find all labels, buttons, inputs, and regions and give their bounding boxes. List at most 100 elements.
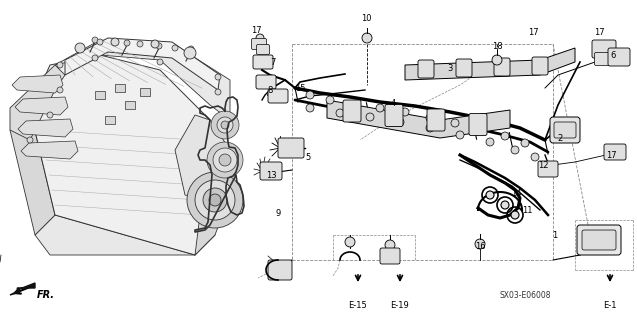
Circle shape: [213, 148, 237, 172]
Circle shape: [124, 40, 130, 46]
Text: 1: 1: [552, 230, 557, 239]
Circle shape: [531, 153, 539, 161]
Circle shape: [256, 34, 264, 42]
Circle shape: [501, 201, 509, 209]
FancyBboxPatch shape: [268, 260, 292, 280]
Circle shape: [57, 62, 63, 68]
FancyBboxPatch shape: [260, 162, 282, 180]
Text: 9: 9: [275, 209, 281, 218]
Text: 13: 13: [266, 171, 276, 180]
Text: E-1: E-1: [603, 301, 617, 310]
Circle shape: [137, 41, 143, 47]
Circle shape: [511, 146, 519, 154]
Text: 6: 6: [610, 51, 616, 60]
FancyBboxPatch shape: [456, 59, 472, 77]
Polygon shape: [10, 283, 35, 295]
Circle shape: [362, 33, 372, 43]
Circle shape: [336, 109, 344, 117]
FancyBboxPatch shape: [427, 109, 445, 131]
FancyBboxPatch shape: [494, 58, 510, 76]
Circle shape: [492, 55, 502, 65]
FancyBboxPatch shape: [538, 161, 558, 177]
Circle shape: [351, 101, 359, 109]
Bar: [115, 84, 125, 92]
Polygon shape: [12, 75, 63, 93]
Polygon shape: [10, 65, 65, 140]
FancyBboxPatch shape: [604, 144, 626, 160]
FancyBboxPatch shape: [594, 52, 613, 66]
Text: 4: 4: [390, 99, 396, 108]
Circle shape: [57, 87, 63, 93]
Circle shape: [27, 137, 33, 143]
Text: 11: 11: [522, 205, 533, 214]
Circle shape: [195, 180, 235, 220]
FancyBboxPatch shape: [278, 138, 304, 158]
Polygon shape: [15, 97, 68, 115]
FancyBboxPatch shape: [582, 230, 616, 250]
Text: 10: 10: [361, 13, 371, 22]
Polygon shape: [405, 48, 575, 80]
Circle shape: [157, 59, 163, 65]
Circle shape: [92, 37, 98, 43]
FancyBboxPatch shape: [532, 57, 548, 75]
FancyBboxPatch shape: [380, 248, 400, 264]
Text: 17: 17: [594, 28, 605, 36]
Circle shape: [187, 172, 243, 228]
Circle shape: [366, 113, 374, 121]
Circle shape: [217, 117, 233, 133]
Circle shape: [326, 96, 334, 104]
Circle shape: [75, 43, 85, 53]
Circle shape: [92, 55, 98, 61]
FancyBboxPatch shape: [257, 44, 269, 54]
Circle shape: [486, 138, 494, 146]
Circle shape: [209, 194, 221, 206]
FancyBboxPatch shape: [268, 89, 288, 103]
Text: 5: 5: [305, 153, 311, 162]
Circle shape: [211, 111, 239, 139]
Circle shape: [215, 74, 221, 80]
Text: 3: 3: [447, 63, 453, 73]
Circle shape: [203, 188, 227, 212]
Circle shape: [501, 132, 509, 140]
Circle shape: [306, 91, 314, 99]
Circle shape: [401, 108, 409, 116]
FancyBboxPatch shape: [554, 122, 576, 138]
Text: 17: 17: [606, 150, 617, 159]
Circle shape: [385, 240, 395, 250]
FancyBboxPatch shape: [418, 60, 434, 78]
FancyBboxPatch shape: [592, 40, 616, 58]
Text: 14: 14: [511, 188, 521, 197]
Text: E-15: E-15: [348, 301, 368, 310]
Circle shape: [475, 239, 485, 249]
Text: E-19: E-19: [390, 301, 410, 310]
Text: 8: 8: [268, 85, 273, 94]
Polygon shape: [55, 90, 215, 255]
Text: 17: 17: [527, 28, 538, 36]
Circle shape: [521, 139, 529, 147]
Polygon shape: [21, 141, 78, 159]
Text: 7: 7: [270, 58, 276, 67]
Polygon shape: [55, 40, 230, 120]
Text: 17: 17: [251, 26, 261, 35]
Circle shape: [151, 40, 159, 48]
Circle shape: [111, 38, 119, 46]
Text: 2: 2: [557, 133, 562, 142]
FancyBboxPatch shape: [608, 48, 630, 66]
Circle shape: [376, 104, 384, 112]
Text: 18: 18: [492, 42, 503, 51]
Circle shape: [219, 154, 231, 166]
Text: 15: 15: [295, 84, 305, 92]
Bar: [105, 116, 115, 124]
Circle shape: [215, 89, 221, 95]
FancyBboxPatch shape: [253, 55, 273, 69]
Polygon shape: [18, 119, 73, 137]
FancyBboxPatch shape: [343, 100, 361, 122]
Circle shape: [345, 237, 355, 247]
Polygon shape: [30, 55, 230, 255]
Polygon shape: [195, 150, 230, 255]
Circle shape: [306, 104, 314, 112]
FancyBboxPatch shape: [550, 117, 580, 143]
Circle shape: [156, 43, 162, 49]
Polygon shape: [10, 110, 55, 235]
Circle shape: [511, 211, 519, 219]
